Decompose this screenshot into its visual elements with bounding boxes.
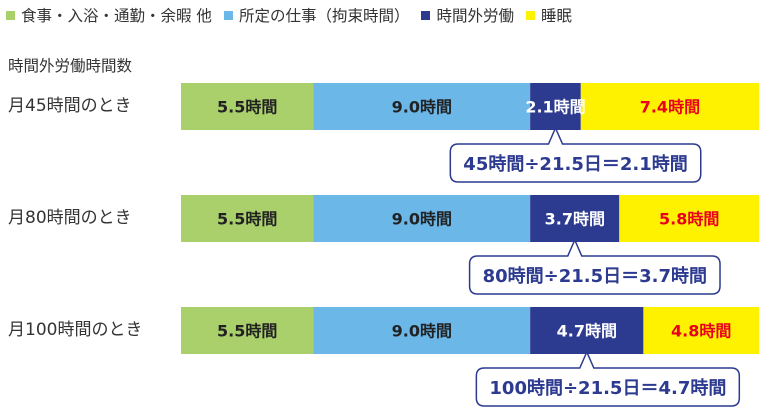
section-label: 時間外労働時間数 xyxy=(8,57,133,75)
bar-segment-sleep-45h xyxy=(580,83,759,130)
legend-swatch-sleep xyxy=(525,10,535,20)
legend-item-leisure: 食事・入浴・通勤・余暇 他 xyxy=(6,4,212,26)
bar-segment-work-80h xyxy=(313,195,531,242)
data-label-leisure-45h: 5.5時間 xyxy=(217,98,277,117)
bar-segment-overtime-100h xyxy=(530,307,644,354)
legend-label-work: 所定の仕事（拘束時間） xyxy=(238,7,410,25)
legend-label-sleep: 睡眠 xyxy=(540,7,572,25)
callout-text-45h: 45時間÷21.5日＝2.1時間 xyxy=(463,154,687,175)
bar-segment-sleep-100h xyxy=(643,307,759,354)
data-label-leisure-100h: 5.5時間 xyxy=(217,322,277,341)
bar-segment-overtime-45h xyxy=(530,83,581,130)
bar-segment-overtime-80h xyxy=(530,195,620,242)
legend-swatch-work xyxy=(223,10,233,20)
bar-segment-work-100h xyxy=(313,307,531,354)
legend-label-overtime: 時間外労働 xyxy=(436,7,514,25)
legend-item-work: 所定の仕事（拘束時間） xyxy=(223,4,410,26)
data-label-sleep-80h: 5.8時間 xyxy=(659,210,719,229)
bar-segment-sleep-80h xyxy=(619,195,759,242)
data-label-sleep-45h: 7.4時間 xyxy=(640,98,700,117)
callout-text-80h: 80時間÷21.5日＝3.7時間 xyxy=(483,266,707,287)
legend-label-leisure: 食事・入浴・通勤・余暇 他 xyxy=(21,7,212,25)
data-label-work-45h: 9.0時間 xyxy=(392,98,452,117)
legend-item-sleep: 睡眠 xyxy=(525,4,572,26)
row-label-45h: 月45時間のとき xyxy=(8,96,132,116)
data-label-overtime-80h: 3.7時間 xyxy=(545,210,605,229)
bar-segment-work-45h xyxy=(313,83,531,130)
bar-segment-leisure-100h xyxy=(181,307,314,354)
bar-segment-leisure-45h xyxy=(181,83,314,130)
data-label-work-80h: 9.0時間 xyxy=(392,210,452,229)
callout-box-80h xyxy=(468,238,721,295)
row-label-100h: 月100時間のとき xyxy=(8,320,143,340)
legend-swatch-overtime xyxy=(421,10,431,20)
data-label-work-100h: 9.0時間 xyxy=(392,322,452,341)
legend-item-overtime: 時間外労働 xyxy=(421,4,514,26)
data-label-sleep-100h: 4.8時間 xyxy=(671,322,731,341)
callout-text-100h: 100時間÷21.5日＝4.7時間 xyxy=(489,378,726,399)
callout-box-100h xyxy=(475,350,741,407)
row-label-80h: 月80時間のとき xyxy=(8,208,132,228)
legend-swatch-leisure xyxy=(6,10,15,20)
callout-box-45h xyxy=(449,126,702,183)
data-label-overtime-100h: 4.7時間 xyxy=(557,322,617,341)
legend: 食事・入浴・通勤・余暇 他 所定の仕事（拘束時間） 時間外労働 睡眠 xyxy=(6,4,584,26)
bar-segment-leisure-80h xyxy=(181,195,314,242)
data-label-leisure-80h: 5.5時間 xyxy=(217,210,277,229)
data-label-overtime-45h: 2.1時間 xyxy=(525,98,585,117)
